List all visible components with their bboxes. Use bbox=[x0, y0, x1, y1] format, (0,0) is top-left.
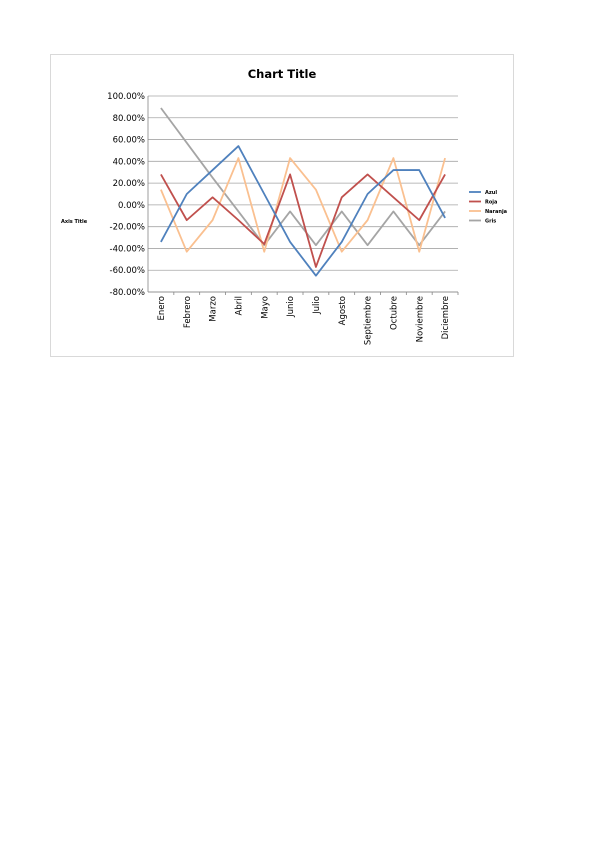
x-tick-label: Febrero bbox=[183, 296, 193, 328]
gridlines bbox=[147, 95, 459, 295]
series-lines bbox=[160, 107, 446, 277]
y-tick-label: 100.00% bbox=[107, 92, 145, 102]
x-tick-label: Junio bbox=[286, 296, 296, 318]
legend-entry: Gris bbox=[485, 219, 496, 225]
series-line-naranja bbox=[160, 157, 446, 253]
x-tick-label: Agosto bbox=[338, 296, 348, 325]
x-tick-label: Mayo bbox=[260, 296, 270, 319]
chart-title: Chart Title bbox=[248, 67, 317, 81]
y-tick-label: -20.00% bbox=[110, 223, 145, 233]
x-tick-label: Abril bbox=[234, 296, 244, 315]
x-tick-label: Octubre bbox=[389, 296, 399, 330]
y-tick-label: -60.00% bbox=[110, 266, 145, 276]
x-tick-label: Diciembre bbox=[441, 296, 451, 339]
x-tick-labels: Enero Febrero Marzo Abril Mayo Junio Julio Agos… bbox=[157, 296, 451, 345]
legend-entry: Roja bbox=[485, 200, 497, 206]
x-tick-label: Julio bbox=[312, 296, 322, 315]
x-tick-label: Enero bbox=[157, 296, 167, 321]
series-line-roja bbox=[160, 173, 446, 268]
y-tick-label: 60.00% bbox=[113, 136, 145, 146]
y-axis-title: Axis Title bbox=[61, 219, 88, 225]
legend-entry: Azul bbox=[485, 190, 497, 196]
chart-frame: Chart Title -80.00% -60.00% -40.00% -20.00%… bbox=[50, 54, 514, 357]
y-tick-label: 40.00% bbox=[113, 157, 145, 167]
legend-entry: Naranja bbox=[485, 209, 507, 215]
y-tick-label: 80.00% bbox=[113, 114, 145, 124]
line-chart: Chart Title -80.00% -60.00% -40.00% -20.00%… bbox=[61, 67, 507, 345]
y-tick-label: -80.00% bbox=[110, 288, 145, 298]
y-tick-label: 0.00% bbox=[118, 201, 145, 211]
series-line-azul bbox=[160, 145, 446, 277]
x-tick-label: Marzo bbox=[209, 296, 219, 322]
y-tick-labels: -80.00% -60.00% -40.00% -20.00% 0.00% 20.00% 4… bbox=[107, 92, 145, 298]
x-tick-label: Noviembre bbox=[415, 296, 425, 342]
x-tick-label: Septiembre bbox=[364, 296, 374, 345]
y-tick-label: 20.00% bbox=[113, 179, 145, 189]
y-tick-label: -40.00% bbox=[110, 244, 145, 254]
series-line-gris bbox=[160, 107, 446, 247]
legend: Azul Roja Naranja Gris bbox=[469, 190, 507, 225]
